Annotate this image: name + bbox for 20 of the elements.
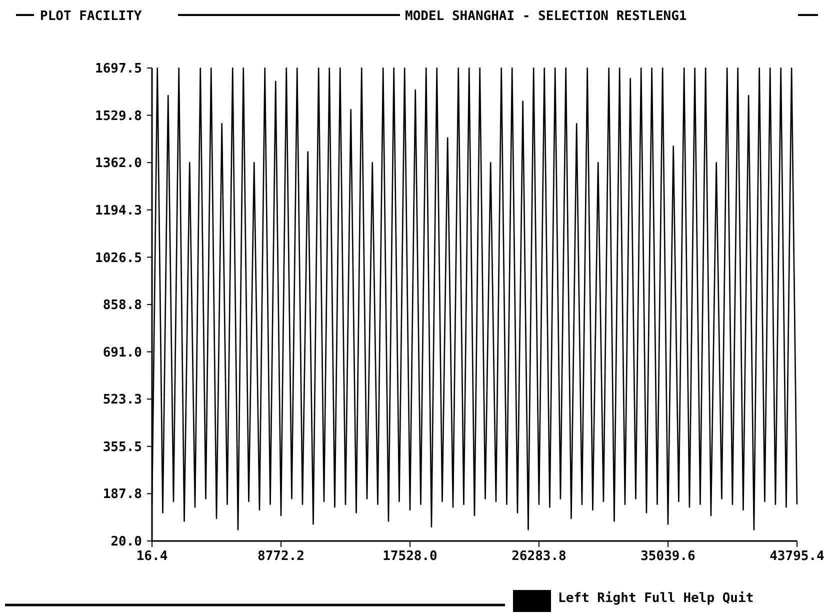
y-tick-label: 691.0 [102, 345, 142, 360]
x-tick-label: 16.4 [136, 549, 168, 564]
y-tick-label: 187.8 [102, 487, 142, 502]
y-tick-label: 1529.8 [95, 108, 142, 124]
x-tick-label: 26283.8 [512, 549, 567, 564]
chart-subtitle: PLOT FACILITY [40, 9, 142, 24]
chart-title: MODEL SHANGHAI - SELECTION RESTLENG1 [405, 9, 687, 24]
x-tick-label: 17528.0 [382, 549, 438, 564]
y-tick-label: 858.8 [102, 298, 142, 314]
y-tick-label: 523.3 [102, 392, 142, 408]
x-tick-label: 8772.2 [258, 549, 304, 564]
x-tick-label: 35039.6 [640, 549, 696, 564]
y-tick-label: 1362.0 [95, 156, 142, 172]
y-tick-label: 1026.5 [95, 250, 142, 266]
y-tick-label: 20.0 [110, 534, 142, 550]
y-tick-label: 1697.5 [95, 62, 142, 77]
y-tick-label: 1194.3 [95, 203, 142, 218]
y-tick-label: 355.5 [102, 440, 142, 455]
text: Left Right Full Help Quit [558, 591, 754, 606]
x-tick-label: 43795.4 [770, 549, 825, 564]
